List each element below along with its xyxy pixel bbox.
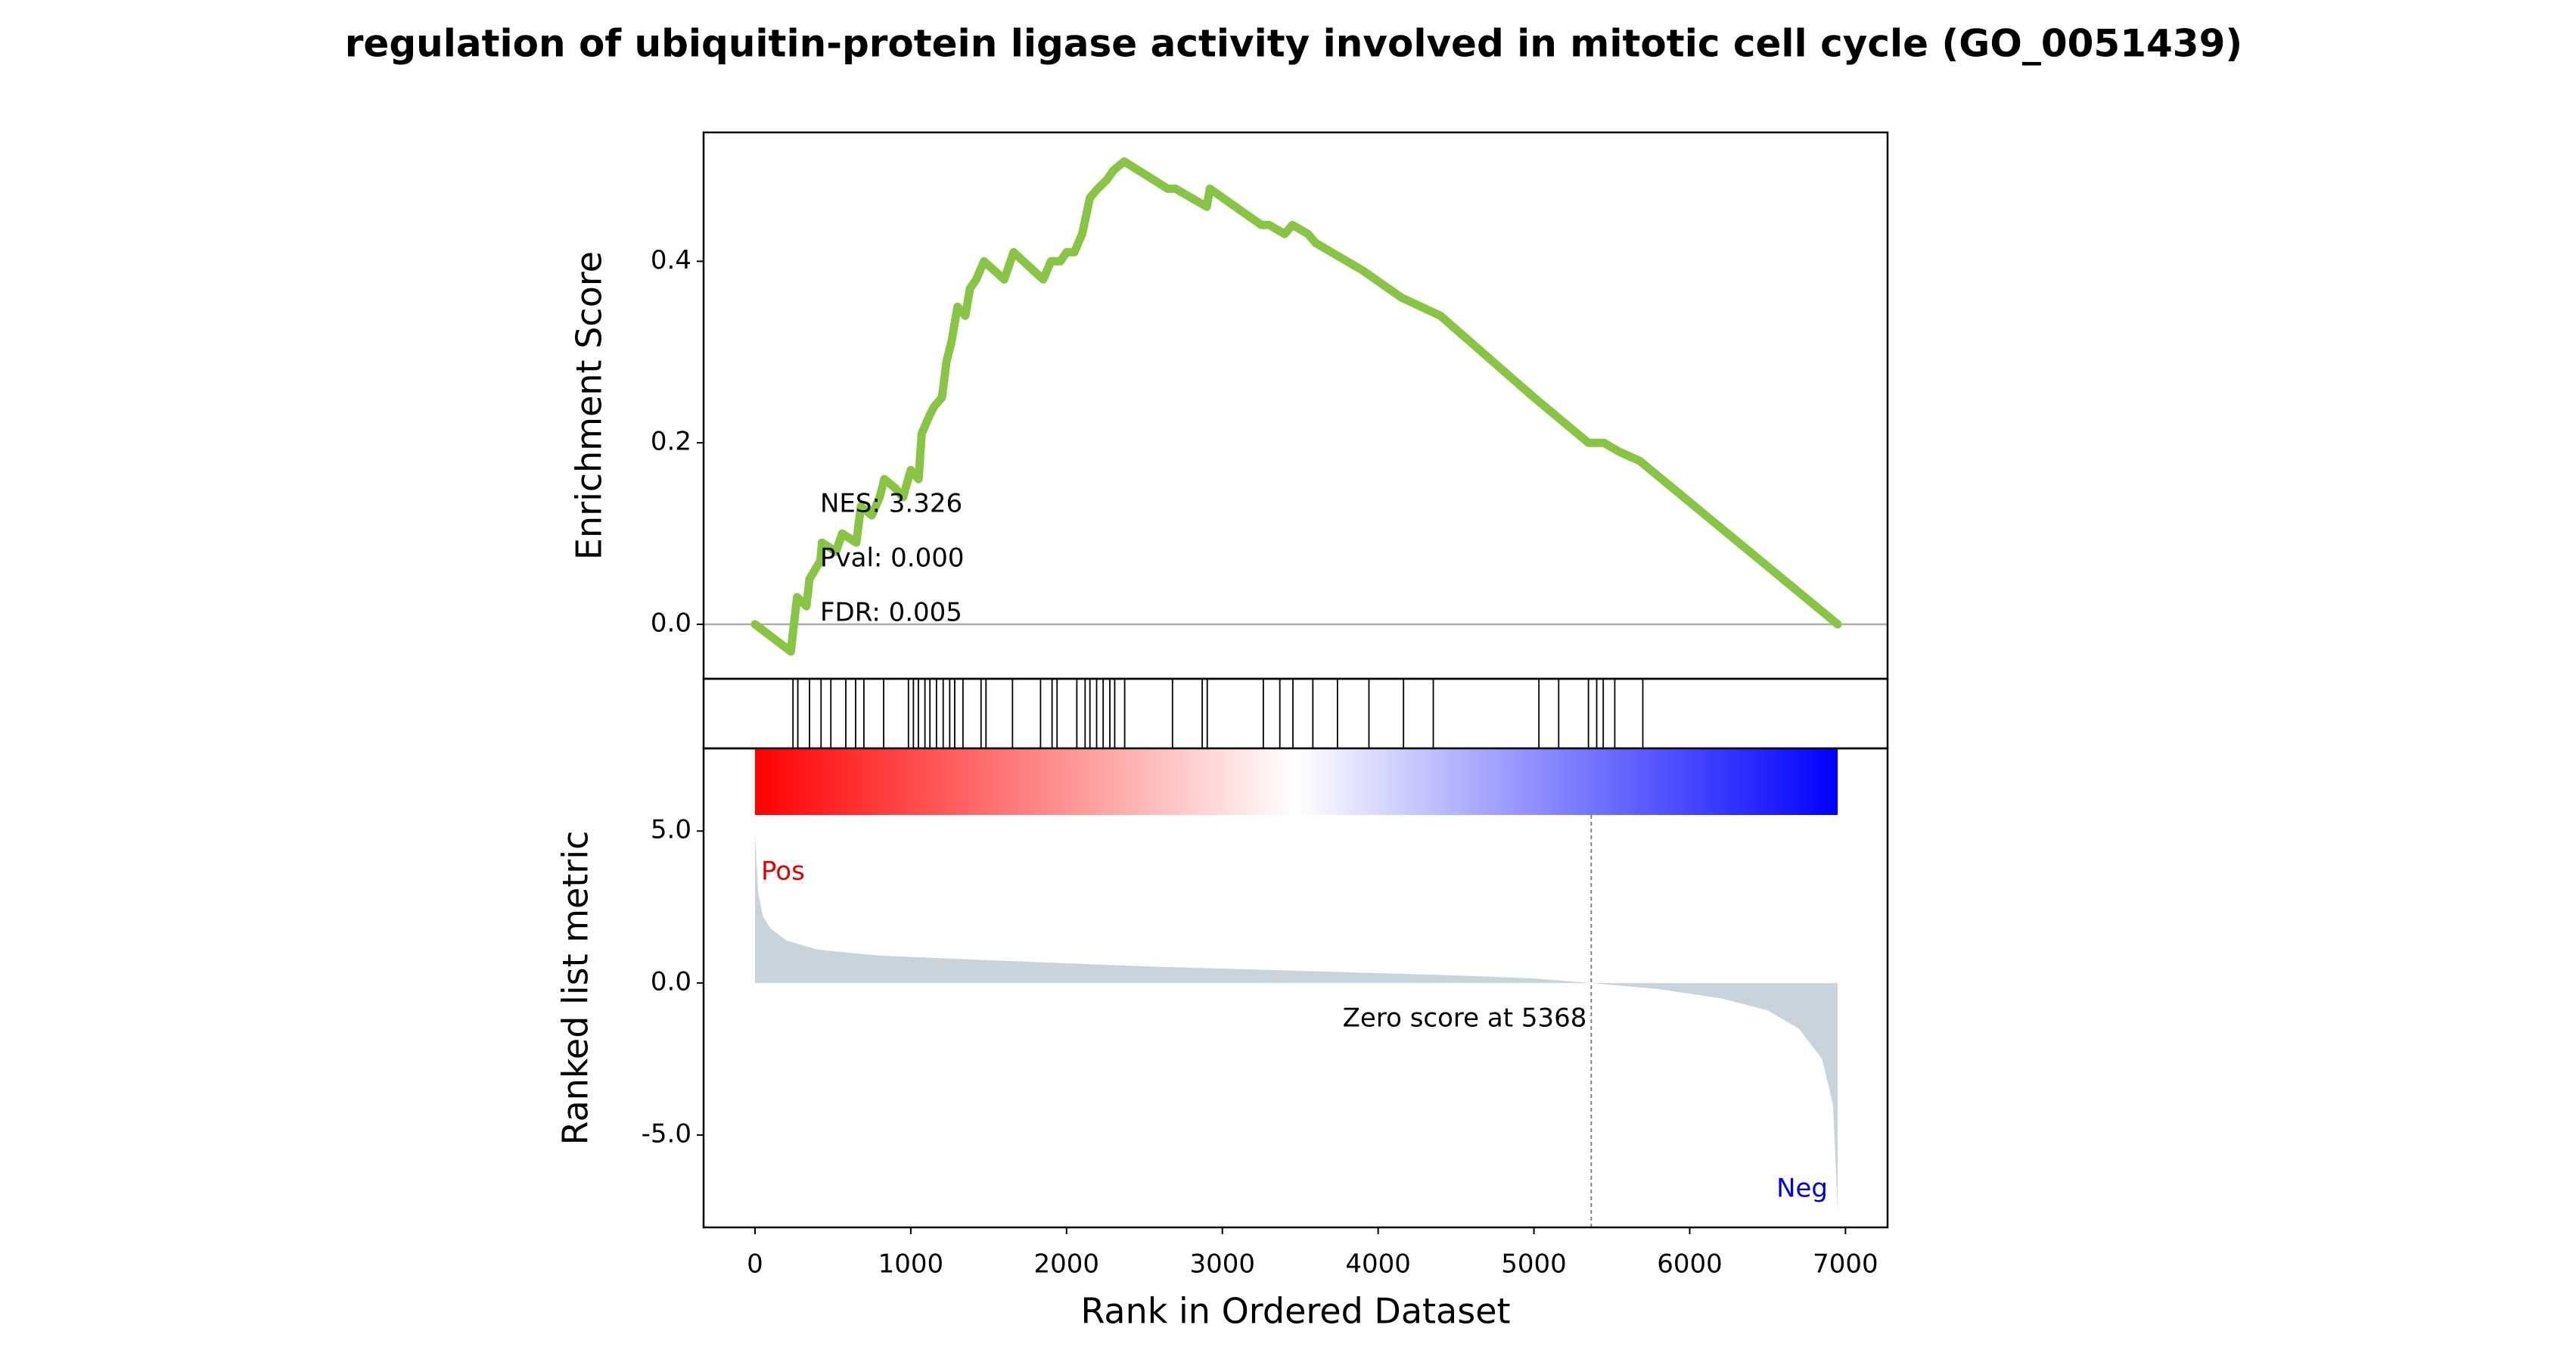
rank-colorbar bbox=[754, 748, 1838, 815]
y-axis-label: Enrichment Score bbox=[569, 251, 610, 560]
metric-area bbox=[755, 834, 1838, 1211]
zero-score-label: Zero score at 5368 bbox=[1343, 1003, 1587, 1034]
y-tick-label: 5.0 bbox=[651, 815, 691, 845]
x-tick-label: 3000 bbox=[1189, 1249, 1255, 1280]
y-tick-label: 0.2 bbox=[651, 427, 691, 457]
axes-frame bbox=[702, 747, 1889, 1229]
x-axis-label: Rank in Ordered Dataset bbox=[1080, 1291, 1510, 1332]
stat-annotation: FDR: 0.005 bbox=[820, 598, 962, 628]
axes-frame bbox=[702, 677, 1889, 750]
chart-title: regulation of ubiquitin-protein ligase a… bbox=[345, 22, 2242, 66]
x-tick-label: 2000 bbox=[1034, 1249, 1100, 1280]
y-tick-label: 0.0 bbox=[651, 967, 691, 997]
x-tick-label: 6000 bbox=[1657, 1249, 1723, 1280]
stat-annotation: NES: 3.326 bbox=[820, 489, 962, 519]
stat-annotation: Pval: 0.000 bbox=[820, 543, 965, 574]
x-tick-label: 1000 bbox=[878, 1249, 944, 1280]
x-tick-label: 0 bbox=[747, 1249, 763, 1280]
x-tick-label: 7000 bbox=[1813, 1249, 1878, 1280]
enrichment-line bbox=[750, 157, 1842, 656]
y-tick-label: -5.0 bbox=[642, 1118, 691, 1149]
y-axis-label: Ranked list metric bbox=[555, 831, 596, 1146]
pos-label: Pos bbox=[761, 857, 805, 887]
y-tick-label: 0.4 bbox=[651, 245, 691, 275]
y-tick-label: 0.0 bbox=[651, 608, 691, 639]
neg-label: Neg bbox=[1776, 1174, 1828, 1204]
x-tick-label: 5000 bbox=[1501, 1249, 1567, 1280]
x-tick-label: 4000 bbox=[1345, 1249, 1411, 1280]
